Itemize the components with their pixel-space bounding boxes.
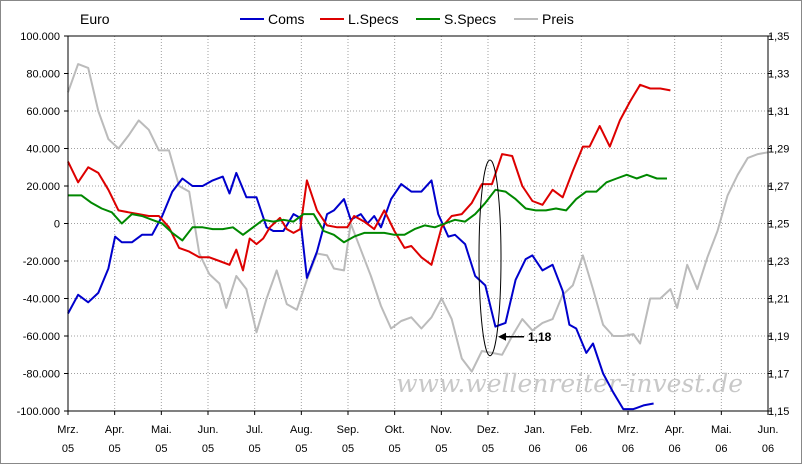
- left-tick-label: 0: [54, 219, 60, 231]
- watermark-text: www.wellenreiter-invest.de: [396, 369, 743, 398]
- left-tick-label: -60.000: [23, 331, 60, 343]
- x-tick-label-year: 05: [155, 443, 167, 455]
- right-tick-label: 1,25: [768, 219, 789, 231]
- right-tick-label: 1,23: [768, 256, 789, 268]
- right-tick-label: 1,35: [768, 31, 789, 43]
- right-tick-label: 1,33: [768, 69, 789, 81]
- right-axis: 1,35 1,33 1,31 1,29 1,27 1,25 1,23 1,21 1,19 1,17…: [768, 31, 789, 418]
- x-tick-label-year: 05: [435, 443, 447, 455]
- x-tick-label-month: Jul.: [246, 424, 263, 436]
- x-tick-label-year: 06: [715, 443, 727, 455]
- x-tick-label-month: Okt.: [385, 424, 405, 436]
- x-tick-label-month: Dez.: [477, 424, 500, 436]
- x-tick-label-month: Jun.: [198, 424, 219, 436]
- legend-label: Preis: [542, 11, 574, 27]
- series-line: [68, 173, 667, 244]
- right-tick-label: 1,29: [768, 144, 789, 156]
- x-tick-label-year: 06: [622, 443, 634, 455]
- x-tick-label-year: 05: [249, 443, 261, 455]
- x-tick-label-month: Jun.: [758, 424, 779, 436]
- left-tick-label: 60.000: [26, 106, 60, 118]
- left-tick-label: -20.000: [23, 256, 60, 268]
- x-tick-label-month: Apr.: [105, 424, 125, 436]
- annotation-label: 1,18: [528, 330, 552, 344]
- left-tick-label: -80.000: [23, 369, 60, 381]
- annotation: 1,18: [478, 159, 552, 357]
- legend-label: L.Specs: [348, 11, 399, 27]
- right-tick-label: 1,21: [768, 294, 789, 306]
- x-axis: Mrz. 05 Apr. 05 Mai. 05 Jun. 05 Jul. 05 Aug. 05 Sep.…: [57, 411, 778, 455]
- x-tick-label-year: 05: [295, 443, 307, 455]
- legend: Coms L.Specs S.Specs Preis: [240, 11, 574, 27]
- x-tick-label-year: 06: [669, 443, 681, 455]
- x-tick-label-month: Mai.: [711, 424, 732, 436]
- left-tick-label: 40.000: [26, 144, 60, 156]
- series-line: [67, 83, 671, 272]
- left-tick-label: 20.000: [26, 181, 60, 193]
- x-tick-label-year: 05: [389, 443, 401, 455]
- x-tick-label-month: Sep.: [337, 424, 360, 436]
- x-tick-label-month: Nov.: [430, 424, 452, 436]
- annotation-arrowhead: [498, 332, 506, 341]
- x-tick-label-year: 05: [109, 443, 121, 455]
- x-tick-label-month: Apr.: [665, 424, 685, 436]
- x-tick-label-year: 05: [202, 443, 214, 455]
- annotation-ellipse: [478, 159, 502, 357]
- x-tick-label-month: Mrz.: [617, 424, 638, 436]
- x-tick-label-month: Aug.: [290, 424, 313, 436]
- left-tick-label: -40.000: [23, 294, 60, 306]
- right-tick-label: 1,15: [768, 406, 789, 418]
- left-tick-label: -100.000: [17, 406, 60, 418]
- x-tick-label-year: 06: [762, 443, 774, 455]
- x-tick-label-year: 06: [529, 443, 541, 455]
- left-tick-label: 80.000: [26, 69, 60, 81]
- x-tick-label-year: 05: [62, 443, 74, 455]
- left-axis: 100.000 80.000 60.000 40.000 20.000 0 -20.000 -…: [17, 31, 68, 418]
- right-tick-label: 1,17: [768, 369, 789, 381]
- x-tick-label-year: 06: [575, 443, 587, 455]
- right-tick-label: 1,31: [768, 106, 789, 118]
- x-tick-label-month: Mrz.: [57, 424, 78, 436]
- x-tick-label-month: Jan.: [524, 424, 545, 436]
- x-tick-label-month: Mai.: [151, 424, 172, 436]
- x-tick-label-year: 05: [482, 443, 494, 455]
- right-tick-label: 1,27: [768, 181, 789, 193]
- legend-label: Coms: [268, 11, 305, 27]
- x-tick-label-month: Feb.: [570, 424, 592, 436]
- x-tick-label-year: 05: [342, 443, 354, 455]
- series-line: [67, 63, 769, 373]
- left-tick-label: 100.000: [20, 31, 60, 43]
- legend-label: S.Specs: [444, 11, 496, 27]
- right-tick-label: 1,19: [768, 331, 789, 343]
- series-lines: [67, 63, 769, 411]
- unit-label: Euro: [80, 11, 110, 27]
- series-line: [67, 171, 654, 411]
